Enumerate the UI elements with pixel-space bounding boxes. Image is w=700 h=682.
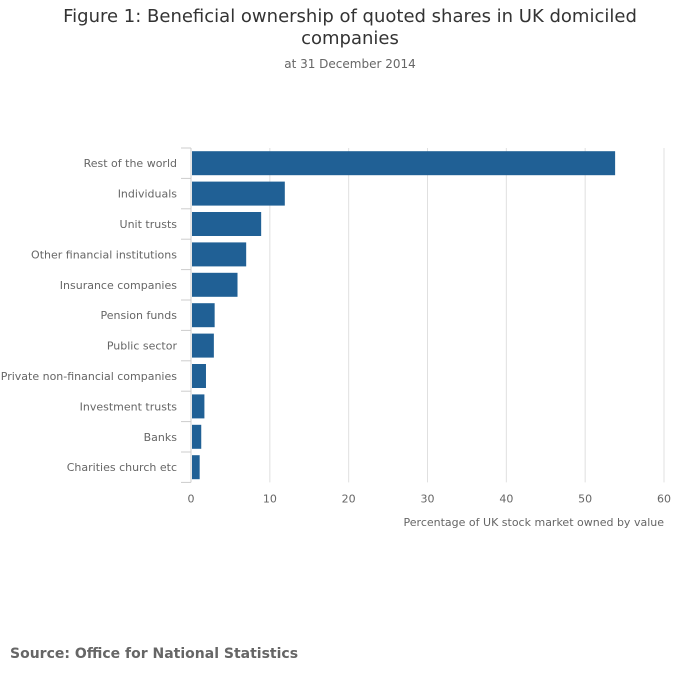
bar xyxy=(192,272,238,297)
y-category-label: Individuals xyxy=(118,188,178,201)
bar xyxy=(192,424,202,449)
y-category-label: Other financial institutions xyxy=(31,248,177,261)
x-tick-label: 20 xyxy=(342,492,356,505)
x-tick-label: 60 xyxy=(657,492,671,505)
x-tick-label: 50 xyxy=(578,492,592,505)
bar xyxy=(192,364,206,388)
bar xyxy=(192,181,285,206)
bar xyxy=(192,455,200,480)
y-category-label: Private non-financial companies xyxy=(1,370,178,383)
bar xyxy=(192,303,215,328)
bar xyxy=(192,151,616,176)
x-tick-label: 10 xyxy=(263,492,277,505)
y-category-label: Pension funds xyxy=(101,309,178,322)
source-note: Source: Office for National Statistics xyxy=(10,646,299,662)
gridlines xyxy=(269,148,665,483)
bar-chart: 0 10 20 30 40 50 60 Rest of the world Individual… xyxy=(1,147,671,529)
y-category-label: Banks xyxy=(144,431,178,444)
y-category-label: Public sector xyxy=(107,340,178,353)
bars xyxy=(192,151,616,480)
chart-title: Figure 1: Beneficial ownership of quoted… xyxy=(63,6,637,49)
x-tick-label: 30 xyxy=(421,492,435,505)
chart-subtitle: at 31 December 2014 xyxy=(284,57,416,71)
x-axis-label: Percentage of UK stock market owned by v… xyxy=(404,516,665,529)
y-category-label: Charities church etc xyxy=(67,461,177,474)
bar xyxy=(192,242,247,267)
y-category-label: Investment trusts xyxy=(80,400,178,413)
x-tick-label: 0 xyxy=(188,492,195,505)
x-tick-label: 40 xyxy=(499,492,513,505)
axes: 0 10 20 30 40 50 60 Rest of the world Individual… xyxy=(1,147,671,505)
bar xyxy=(192,333,214,358)
bar xyxy=(192,212,262,236)
bar xyxy=(192,394,205,419)
y-category-label: Unit trusts xyxy=(120,218,178,231)
y-category-label: Insurance companies xyxy=(60,279,177,292)
y-category-label: Rest of the world xyxy=(84,157,177,170)
